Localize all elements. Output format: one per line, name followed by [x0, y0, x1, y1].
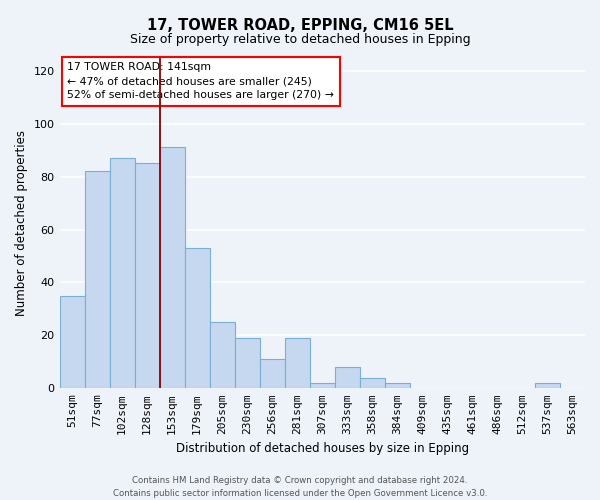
Y-axis label: Number of detached properties: Number of detached properties — [15, 130, 28, 316]
Bar — [160, 148, 185, 388]
Text: Contains HM Land Registry data © Crown copyright and database right 2024.
Contai: Contains HM Land Registry data © Crown c… — [113, 476, 487, 498]
Bar — [134, 164, 160, 388]
Bar — [335, 367, 360, 388]
Bar — [360, 378, 385, 388]
Bar — [260, 359, 285, 388]
Bar — [535, 383, 560, 388]
Bar — [310, 383, 335, 388]
Bar — [285, 338, 310, 388]
Text: 17 TOWER ROAD: 141sqm
← 47% of detached houses are smaller (245)
52% of semi-det: 17 TOWER ROAD: 141sqm ← 47% of detached … — [67, 62, 334, 100]
Text: Size of property relative to detached houses in Epping: Size of property relative to detached ho… — [130, 32, 470, 46]
Bar — [385, 383, 410, 388]
Bar — [185, 248, 209, 388]
Bar — [85, 172, 110, 388]
Bar — [110, 158, 134, 388]
Bar — [59, 296, 85, 388]
Bar — [209, 322, 235, 388]
Bar — [235, 338, 260, 388]
Text: 17, TOWER ROAD, EPPING, CM16 5EL: 17, TOWER ROAD, EPPING, CM16 5EL — [146, 18, 454, 32]
X-axis label: Distribution of detached houses by size in Epping: Distribution of detached houses by size … — [176, 442, 469, 455]
